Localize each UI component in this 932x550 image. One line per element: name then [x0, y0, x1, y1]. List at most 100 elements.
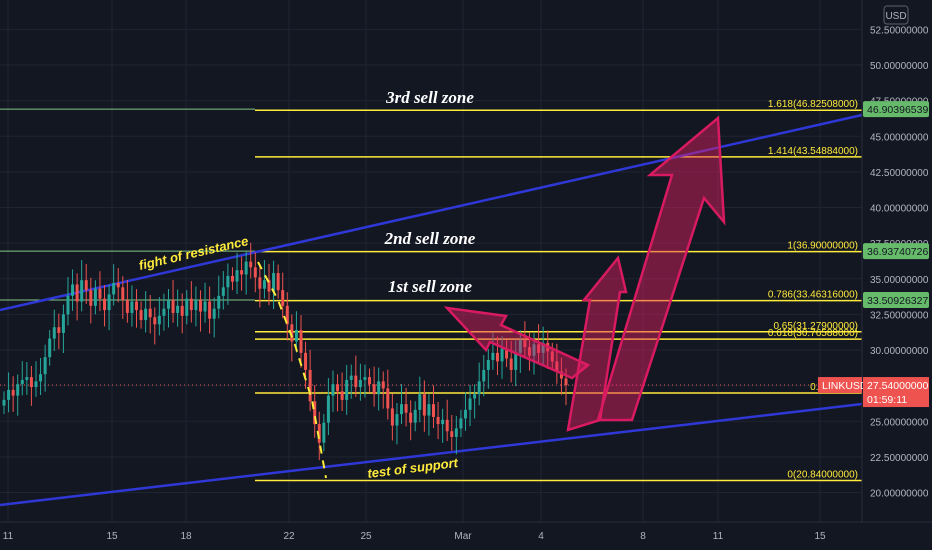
zone2-label: 2nd sell zone [384, 229, 476, 248]
support-label: test of support [367, 455, 460, 481]
candle-body [52, 327, 56, 339]
candle-body [125, 300, 129, 313]
candle-body [198, 300, 202, 312]
candle-body [317, 424, 321, 443]
candle-body [244, 261, 248, 275]
candle-body [413, 409, 417, 423]
candle-body [75, 284, 79, 302]
price-tick-label: 52.50000000 [870, 25, 929, 36]
candle-body [537, 344, 541, 353]
fib-level-label: 0.65(31.27900000) [773, 321, 858, 332]
candle-body [34, 381, 38, 388]
fib-level-label: 0.786(33.46316000) [768, 290, 858, 301]
candle-body [523, 340, 527, 348]
price-tick-label: 20.00000000 [870, 489, 929, 500]
candle-body [368, 377, 372, 385]
candle-body [527, 347, 531, 356]
arrow-to-zone3 [596, 115, 726, 422]
fib-level-label: 1.618(46.82508000) [768, 99, 858, 110]
candle-body [445, 419, 449, 432]
candle-body [322, 422, 326, 443]
time-axis-bg [0, 522, 932, 550]
time-tick-label: 4 [538, 531, 544, 542]
candle-body [381, 381, 385, 389]
candle-body [2, 399, 6, 406]
price-tag-label: 36.93740726 [867, 246, 928, 258]
candle-body [93, 288, 97, 306]
candle-body [559, 371, 563, 379]
time-tick-label: 15 [106, 531, 118, 542]
candle-body [340, 391, 344, 400]
candle-body [386, 388, 390, 409]
candle-body [482, 369, 486, 382]
dashed-path [257, 261, 327, 479]
candle-body [518, 340, 522, 353]
price-tick-label: 32.50000000 [870, 310, 929, 321]
candle-body [71, 284, 75, 296]
candle-body [203, 301, 207, 312]
price-tag-label: 33.50926327 [867, 295, 928, 307]
candle-body [48, 338, 52, 358]
candle-body [258, 277, 262, 289]
candle-body [166, 300, 170, 309]
fibonacci-levels: 1.618(46.82508000) 1.414(43.54884000) 1(36… [0, 99, 862, 482]
candle-body [431, 404, 435, 417]
candle-body [249, 261, 253, 268]
last-price-label: 27.54000000 [867, 380, 928, 392]
candle-body [16, 384, 20, 396]
candle-body [427, 404, 431, 416]
candle-body [157, 315, 161, 325]
candle-body [454, 428, 458, 437]
candle-body [308, 369, 312, 402]
candle-body [285, 305, 289, 325]
candle-body [267, 280, 271, 292]
price-tick-label: 22.50000000 [870, 453, 929, 464]
candle-body [450, 431, 454, 437]
candle-body [98, 288, 102, 299]
time-tick-label: Mar [454, 531, 472, 542]
candle-body [11, 389, 15, 396]
candle-body [354, 375, 358, 388]
candle-body [89, 290, 93, 306]
price-tick-label: 25.00000000 [870, 417, 929, 428]
price-axis[interactable]: USD52.5000000050.0000000047.5000000045.0… [818, 0, 932, 522]
time-axis[interactable]: 11 15 18 22 25 Mar 4 8 11 15 [0, 521, 932, 550]
candle-body [176, 305, 180, 313]
candle-body [541, 342, 545, 353]
candle-body [208, 301, 212, 319]
candle-body [139, 310, 143, 321]
candle-body [436, 416, 440, 425]
candle-body [281, 290, 285, 306]
candle-body [116, 283, 120, 288]
candle-body [331, 384, 335, 396]
candle-body [418, 394, 422, 410]
candle-body [459, 418, 463, 429]
candle-body [39, 374, 43, 382]
candles [2, 242, 568, 461]
candle-body [422, 394, 426, 416]
price-tick-label: 50.00000000 [870, 61, 929, 72]
candle-body [390, 408, 394, 426]
candle-body [43, 357, 47, 375]
candle-body [61, 314, 65, 333]
candle-body [253, 267, 257, 278]
candle-body [66, 295, 70, 315]
candle-body [409, 412, 413, 423]
candle-body [162, 308, 166, 316]
candle-body [20, 379, 24, 385]
candle-body [217, 295, 221, 309]
candle-body [171, 300, 175, 313]
candle-body [505, 348, 509, 359]
candle-body [29, 377, 33, 388]
candle-body [107, 294, 111, 311]
candle-body [25, 377, 29, 380]
symbol-label: LINKUSD [822, 380, 868, 392]
candle-body [57, 327, 61, 333]
candle-body [262, 280, 266, 289]
time-tick-label: 18 [180, 531, 192, 542]
candle-body [276, 273, 280, 291]
candle-body [514, 352, 518, 370]
channel-upper-line [0, 113, 863, 312]
candle-body [550, 351, 554, 362]
